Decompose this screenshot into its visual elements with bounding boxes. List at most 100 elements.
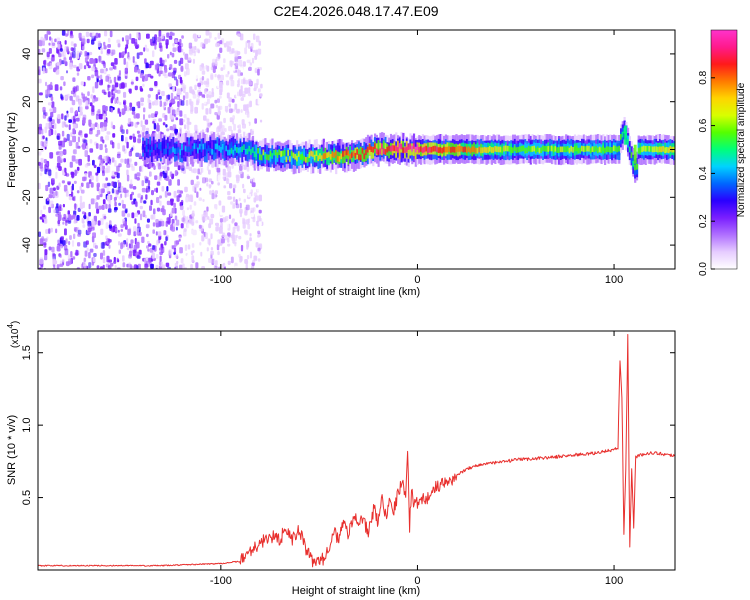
spectrogram-speckle [81, 38, 86, 45]
spectrogram-speckle [126, 169, 129, 176]
spectrogram-speckle [130, 81, 134, 85]
spectrogram-speckle [242, 240, 246, 245]
spectrogram-speckle [134, 161, 138, 166]
spectrogram-speckle [158, 42, 162, 49]
spectrogram-band-cell [412, 143, 416, 149]
spectrogram-band-cell [402, 147, 405, 154]
spectrogram-band-cell [223, 145, 226, 158]
spectrogram-band-cell [423, 146, 426, 153]
spectrogram-speckle [130, 239, 134, 244]
spectrogram-band-cell [167, 143, 170, 149]
spectrogram-speckle [251, 169, 255, 176]
spectrogram-speckle [63, 81, 66, 87]
spectrogram-speckle [174, 215, 178, 221]
spectrogram-speckle [148, 64, 152, 69]
spectrogram-speckle [251, 262, 255, 267]
spectrogram-band-cell [506, 145, 509, 152]
spectrogram-band-cell [306, 156, 309, 163]
spectrogram-band-cell [142, 143, 145, 150]
colorbar: 0.00.20.40.60.8 Normalized spectral ampl… [698, 29, 747, 276]
spectrogram-band-cell [319, 153, 322, 159]
spectrogram-speckle [236, 176, 240, 184]
spectrogram-band-cell [395, 145, 398, 158]
spectrogram-band-cell [244, 149, 247, 155]
spectrogram-speckle [98, 188, 102, 195]
spectrogram-speckle [121, 129, 125, 134]
spectrogram-speckle [46, 197, 49, 202]
spectrogram-band-cell [200, 146, 203, 153]
spectrogram-speckle [165, 236, 168, 242]
spectrogram-speckle [97, 220, 101, 226]
spectrogram-speckle [57, 211, 61, 216]
spectrogram-speckle [259, 93, 263, 97]
spectrogram-speckle [257, 88, 261, 93]
spectrogram-speckle [152, 120, 155, 124]
spectrogram-band-cell [276, 152, 279, 158]
spectrogram-band-cell [170, 147, 173, 154]
spectrogram-speckle [129, 148, 133, 153]
spectrogram-speckle [64, 167, 67, 173]
spectrogram-band-cell [497, 146, 501, 153]
spectrogram-speckle [78, 113, 81, 119]
spectrogram-speckle [202, 198, 205, 202]
spectrogram-speckle [199, 187, 202, 191]
spectrogram-speckle [191, 91, 196, 95]
spectrogram-speckle [146, 33, 150, 39]
spectrogram-speckle [72, 128, 76, 135]
spectrogram-speckle [180, 100, 185, 106]
spectrogram-band-cell [241, 146, 244, 152]
spectrogram-speckle [84, 50, 88, 57]
spectrogram-speckle [90, 198, 95, 205]
spectrogram-band-cell [232, 136, 235, 156]
spectrogram-speckle [137, 138, 141, 144]
spectrogram-band-cell [563, 146, 566, 153]
spectrogram-band-cell [653, 146, 656, 153]
spectrogram-band-cell [282, 150, 285, 157]
spectrogram-speckle [45, 122, 50, 130]
spectrogram-band-cell [204, 144, 207, 157]
spectrogram-speckle [95, 172, 99, 176]
spectrogram-band-cell [230, 147, 233, 154]
spectrogram-speckle [137, 254, 140, 259]
spectrogram-speckle [227, 46, 232, 52]
spectrogram-band-cell [381, 143, 384, 156]
spectrogram-speckle [172, 43, 175, 47]
spectrogram-speckle [139, 205, 143, 210]
spectrogram-speckle [50, 37, 53, 44]
spectrogram-speckle [116, 165, 120, 172]
spectrogram-speckle [87, 55, 90, 60]
spectrogram-speckle [219, 121, 223, 129]
spectrogram-band-cell [328, 153, 331, 166]
spectrogram-band-cell [591, 146, 594, 152]
spectrogram-band-cell [604, 147, 607, 154]
spectrogram-speckle [104, 144, 107, 148]
spectrogram-band-cell [158, 143, 161, 156]
spectrogram-speckle [137, 193, 141, 198]
spectrogram-speckle [186, 254, 190, 260]
spectrogram-speckle [147, 97, 150, 104]
spectrogram-speckle [188, 218, 193, 225]
spectrogram-speckle [140, 102, 144, 106]
spectrogram-band-cell [370, 146, 373, 152]
spectrogram-speckle [66, 93, 70, 99]
spectrogram-band-cell [211, 141, 214, 154]
spectrogram-speckle [175, 109, 180, 116]
spectrogram-speckle [102, 256, 106, 264]
spectrogram-band-cell [182, 149, 186, 156]
spectrogram-speckle [123, 220, 127, 227]
spectrogram-speckle [144, 74, 149, 81]
spectrogram-band-cell [197, 147, 200, 154]
spectrogram-speckle [39, 172, 43, 177]
spectrogram-speckle [150, 75, 154, 79]
spectrogram-speckle [149, 171, 152, 177]
spectrogram-band-cell [628, 146, 631, 153]
spectrogram-speckle [252, 49, 256, 53]
spectrogram-speckle [246, 111, 250, 118]
spectrogram-speckle [75, 142, 79, 149]
spectrogram-speckle [198, 197, 202, 201]
spectrogram-speckle [138, 249, 142, 255]
spectrogram-speckle [218, 95, 222, 99]
spectrogram-speckle [114, 82, 119, 88]
spectrogram-band-cell [223, 144, 226, 151]
